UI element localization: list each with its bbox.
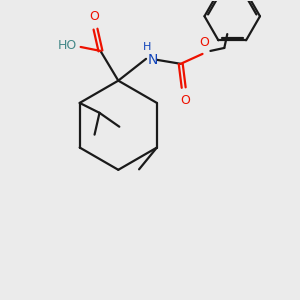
Text: O: O bbox=[181, 94, 190, 106]
Text: N: N bbox=[148, 53, 158, 67]
Text: O: O bbox=[90, 10, 100, 23]
Text: HO: HO bbox=[57, 40, 77, 52]
Text: H: H bbox=[143, 42, 151, 52]
Text: O: O bbox=[200, 36, 209, 49]
